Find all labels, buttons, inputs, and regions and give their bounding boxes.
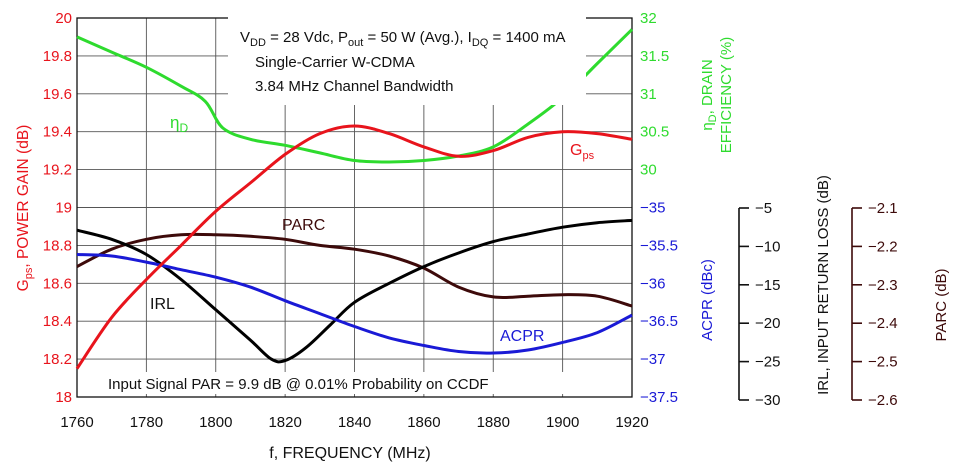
left-tick-label: 18.8 [43, 237, 72, 254]
left-tick-label: 19.2 [43, 162, 72, 179]
irl-axis-title: IRL, INPUT RETURN LOSS (dB) [815, 175, 832, 395]
left-tick-label: 20 [55, 10, 72, 27]
parc-tick-label: −2.3 [868, 277, 898, 294]
left-axis-title-sub: ps [23, 267, 35, 279]
left-tick-label: 18 [55, 389, 72, 406]
parc-tick-label: −2.5 [868, 354, 898, 371]
curve-label-eta: ηD [170, 113, 188, 135]
series-line-parc [76, 232, 633, 308]
left-tick-label: 18.6 [43, 275, 72, 292]
left-axis-title-main: G [15, 279, 32, 291]
acpr-tick-label: −36.5 [640, 313, 678, 330]
parc-tick-label: −2.4 [868, 315, 898, 332]
x-axis-title: f, FREQUENCY (MHz) [269, 445, 430, 462]
parc-axis-title: PARC (dB) [933, 268, 950, 341]
acpr-tick-label: −37 [640, 351, 665, 368]
x-tick-label: 1800 [199, 414, 232, 431]
irl-tick-label: −25 [755, 354, 780, 371]
x-tick-label: 1780 [130, 414, 163, 431]
bottom-note-bg [96, 372, 580, 394]
x-tick-label: 1760 [60, 414, 93, 431]
irl-tick-label: −10 [755, 238, 780, 255]
irl-tick-label: −30 [755, 392, 780, 409]
eff-tick-label: 31.5 [640, 48, 669, 65]
conditions-text: V [240, 29, 250, 46]
acpr-tick-label: −35 [640, 200, 665, 217]
eff-axis-title-rest: , DRAIN [699, 59, 716, 114]
x-tick-label: 1880 [477, 414, 510, 431]
curve-labels: ηD Gps PARC IRL ACPR [150, 113, 595, 345]
x-tick-label: 1920 [615, 414, 648, 431]
conditions-line-2: Single-Carrier W-CDMA [255, 54, 415, 71]
acpr-tick-label: −37.5 [640, 389, 678, 406]
irl-tick-label: −15 [755, 277, 780, 294]
curve-label-gps-main: G [570, 142, 582, 159]
x-tick-label: 1840 [338, 414, 371, 431]
left-tick-label: 19 [55, 200, 72, 217]
eff-tick-label: 32 [640, 10, 657, 27]
irl-tick-label: −20 [755, 315, 780, 332]
left-tick-label: 18.4 [43, 313, 72, 330]
parc-tick-label: −2.2 [868, 238, 898, 255]
conditions-subscript: DQ [472, 37, 489, 49]
eff-axis-title-sym: η [699, 122, 716, 130]
eff-axis-title-1: ηD, DRAIN [699, 59, 719, 130]
conditions-line-1: VDD = 28 Vdc, Pout = 50 W (Avg.), IDQ = … [240, 29, 566, 49]
eff-tick-label: 31 [640, 86, 657, 103]
left-axis-title-rest: , POWER GAIN (dB) [15, 125, 32, 268]
series-line-gps [75, 124, 633, 370]
conditions-line-3: 3.84 MHz Channel Bandwidth [255, 78, 453, 95]
series-layer [75, 28, 634, 370]
series-line-acpr [76, 253, 633, 355]
left-tick-label: 19.4 [43, 124, 72, 141]
curve-label-acpr: ACPR [500, 328, 544, 345]
series-line-irl [76, 218, 633, 364]
axes-layer: 1760 1780 1800 1820 1840 1860 1880 1900 19201818… [43, 10, 898, 431]
parc-tick-label: −2.1 [868, 200, 898, 217]
x-tick-label: 1860 [407, 414, 440, 431]
irl-tick-label: −5 [755, 200, 772, 217]
conditions-text: = 28 Vdc, P [266, 29, 348, 46]
curve-label-eta-sub: D [179, 121, 188, 135]
conditions-subscript: DD [250, 37, 266, 49]
conditions-text: = 50 W (Avg.), I [363, 29, 472, 46]
series-line-eta [76, 28, 634, 164]
curve-label-gps-sub: ps [582, 150, 594, 162]
conditions-subscript: out [348, 37, 363, 49]
left-tick-label: 18.2 [43, 351, 72, 368]
x-tick-label: 1820 [268, 414, 301, 431]
x-tick-label: 1900 [546, 414, 579, 431]
conditions-text: = 1400 mA [488, 29, 565, 46]
curve-label-eta-sym: η [170, 113, 179, 132]
acpr-tick-label: −36 [640, 275, 665, 292]
left-tick-label: 19.6 [43, 86, 72, 103]
eff-axis-title-2: EFFICIENCY (%) [718, 37, 735, 153]
eff-tick-label: 30.5 [640, 124, 669, 141]
curve-label-irl: IRL [150, 296, 175, 313]
bottom-note-box: Input Signal PAR = 9.9 dB @ 0.01% Probab… [96, 372, 580, 394]
conditions-box: VDD = 28 Vdc, Pout = 50 W (Avg.), IDQ = … [228, 17, 586, 105]
conditions-box-bg [228, 17, 586, 105]
eff-tick-label: 30 [640, 162, 657, 179]
eff-axis-title-sub: D [707, 114, 719, 122]
curve-label-parc: PARC [282, 217, 325, 234]
left-axis-title: Gps, POWER GAIN (dB) [15, 125, 35, 292]
left-tick-label: 19.8 [43, 48, 72, 65]
curve-label-gps: Gps [570, 142, 595, 162]
acpr-tick-label: −35.5 [640, 237, 678, 254]
bottom-note: Input Signal PAR = 9.9 dB @ 0.01% Probab… [108, 376, 489, 393]
parc-tick-label: −2.6 [868, 392, 898, 409]
acpr-axis-title: ACPR (dBc) [699, 259, 716, 341]
